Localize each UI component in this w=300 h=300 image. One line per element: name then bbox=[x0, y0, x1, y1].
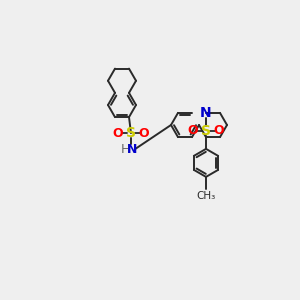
Text: CH₃: CH₃ bbox=[196, 191, 216, 201]
Text: O: O bbox=[214, 124, 224, 137]
Text: O: O bbox=[188, 124, 198, 137]
Text: S: S bbox=[126, 126, 136, 140]
Text: O: O bbox=[113, 127, 123, 140]
Text: S: S bbox=[201, 124, 211, 138]
Text: O: O bbox=[139, 127, 149, 140]
Text: H: H bbox=[120, 142, 130, 156]
Text: N: N bbox=[127, 142, 137, 156]
Text: N: N bbox=[200, 106, 212, 120]
